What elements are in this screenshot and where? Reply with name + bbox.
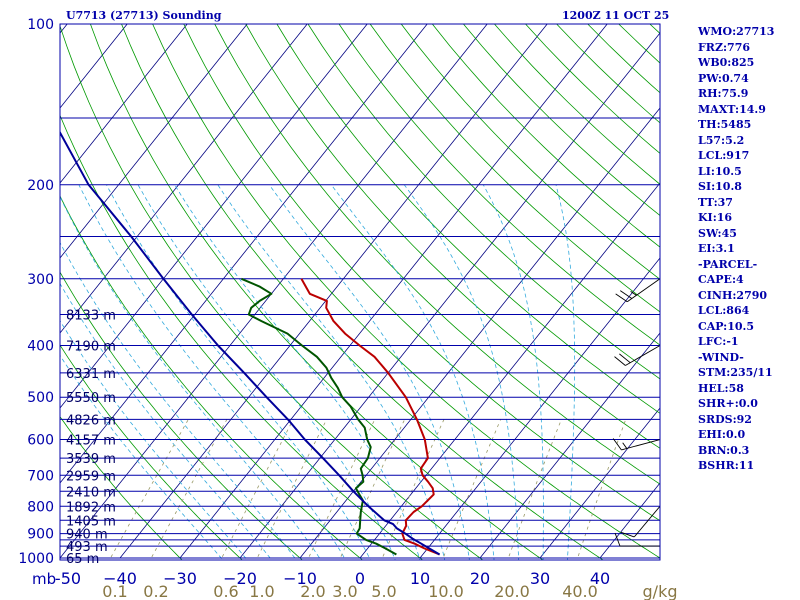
index-item: -WIND- xyxy=(698,350,774,366)
mixing-ratio-line xyxy=(439,419,501,569)
index-item: SHR+:0.0 xyxy=(698,396,774,412)
pressure-tick-label: 600 xyxy=(27,433,54,449)
pressure-tick-label: 200 xyxy=(27,178,54,194)
index-item: WB0:825 xyxy=(698,55,774,71)
index-item: STM:235/11 xyxy=(698,365,774,381)
index-item: RH:75.9 xyxy=(698,86,774,102)
index-item: PW:0.74 xyxy=(698,71,774,87)
index-item: FRZ:776 xyxy=(698,40,774,56)
moist-adiabat-line xyxy=(556,185,575,570)
moist-adiabat-line xyxy=(79,185,351,570)
index-item: TH:5485 xyxy=(698,117,774,133)
pressure-tick-label: 300 xyxy=(27,272,54,288)
height-label: 1892 m xyxy=(66,500,116,515)
isotherm-line xyxy=(240,24,667,558)
dewpoint-profile xyxy=(241,279,396,555)
dry-adiabat-line xyxy=(122,24,618,569)
dry-adiabat-line xyxy=(774,24,800,569)
pressure-tick-label: 500 xyxy=(27,390,54,406)
index-item: EHI:0.0 xyxy=(698,427,774,443)
height-label: 4826 m xyxy=(66,413,116,428)
pressure-tick-label: 100 xyxy=(27,17,54,33)
index-item: TT:37 xyxy=(698,195,774,211)
moist-adiabat-line xyxy=(175,185,423,570)
height-label: 3539 m xyxy=(66,452,116,467)
index-item: LFC:-1 xyxy=(698,334,774,350)
dry-adiabat-line xyxy=(90,24,556,569)
index-item: CAPE:4 xyxy=(698,272,774,288)
mixing-ratio-label: g/kg xyxy=(643,582,678,600)
mixing-ratio-label: 20.0 xyxy=(494,582,530,600)
isotherm-line xyxy=(0,24,7,558)
temperature-tick-label: 20 xyxy=(470,569,490,588)
mixing-ratio-label: 2.0 xyxy=(300,582,325,600)
height-label: 2959 m xyxy=(66,469,116,484)
index-item: WMO:27713 xyxy=(698,24,774,40)
skewt-chart: 100 200 300 400 500 600 700 800 900 1000 8133 m 719… xyxy=(0,0,800,600)
index-item: -PARCEL- xyxy=(698,257,774,273)
mb-label: mb xyxy=(32,570,56,588)
index-item: HEL:58 xyxy=(698,381,774,397)
pressure-tick-label: 1000 xyxy=(18,551,54,567)
dry-adiabat-line xyxy=(153,24,679,569)
wind-barb xyxy=(621,506,660,537)
dry-adiabat-line xyxy=(0,24,252,569)
wind-barb xyxy=(613,439,660,450)
index-item: L57:5.2 xyxy=(698,133,774,149)
pressure-tick-label: 700 xyxy=(27,468,54,484)
index-item: LCL:917 xyxy=(698,148,774,164)
moist-adiabat-line xyxy=(269,185,471,570)
pressure-tick-label: 800 xyxy=(27,499,54,515)
index-item: CINH:2790 xyxy=(698,288,774,304)
background-lines xyxy=(0,24,800,569)
mixing-ratio-label: 40.0 xyxy=(562,582,598,600)
mixing-ratio-line xyxy=(104,419,188,569)
mixing-ratio-label: 3.0 xyxy=(332,582,357,600)
height-label: 65 m xyxy=(66,552,99,567)
index-item: BSHR:11 xyxy=(698,458,774,474)
mixing-ratio-label: 5.0 xyxy=(371,582,396,600)
mixing-ratio-line xyxy=(574,419,626,569)
mixing-ratio-label: 0.1 xyxy=(102,582,127,600)
moist-adiabat-line xyxy=(404,185,519,570)
mixing-ratio-label: 0.2 xyxy=(143,582,168,600)
temperature-tick-label: 30 xyxy=(530,569,550,588)
index-item: LI:10.5 xyxy=(698,164,774,180)
height-label: 2410 m xyxy=(66,485,116,500)
pressure-tick-label: 400 xyxy=(27,339,54,355)
index-item: CAP:10.5 xyxy=(698,319,774,335)
index-item: KI:16 xyxy=(698,210,774,226)
index-item: SW:45 xyxy=(698,226,774,242)
height-label: 7190 m xyxy=(66,340,116,355)
height-label: 5550 m xyxy=(66,391,116,406)
height-label: 4157 m xyxy=(66,434,116,449)
index-item: BRN:0.3 xyxy=(698,443,774,459)
mixing-ratio-label: 10.0 xyxy=(428,582,464,600)
index-item: EI:3.1 xyxy=(698,241,774,257)
mixing-ratio-line xyxy=(252,419,327,569)
temperature-tick-label: 10 xyxy=(410,569,430,588)
temperature-tick-label: -50 xyxy=(55,569,81,588)
height-label: 8133 m xyxy=(66,309,116,324)
index-item: SI:10.8 xyxy=(698,179,774,195)
axis-labels: 100 200 300 400 500 600 700 800 900 1000 8133 m 719… xyxy=(18,17,677,600)
index-item: SRDS:92 xyxy=(698,412,774,428)
mixing-ratio-label: 0.6 xyxy=(213,582,238,600)
indices-panel: WMO:27713 FRZ:776 WB0:825 PW:0.74 RH:75.9 MAX… xyxy=(698,24,774,474)
index-item: LCL:864 xyxy=(698,303,774,319)
index-item: MAXT:14.9 xyxy=(698,102,774,118)
mixing-ratio-line xyxy=(145,419,227,569)
wind-barb xyxy=(616,279,660,302)
pressure-tick-label: 900 xyxy=(27,527,54,543)
height-label: 6331 m xyxy=(66,367,116,382)
mixing-ratio-label: 1.0 xyxy=(249,582,274,600)
